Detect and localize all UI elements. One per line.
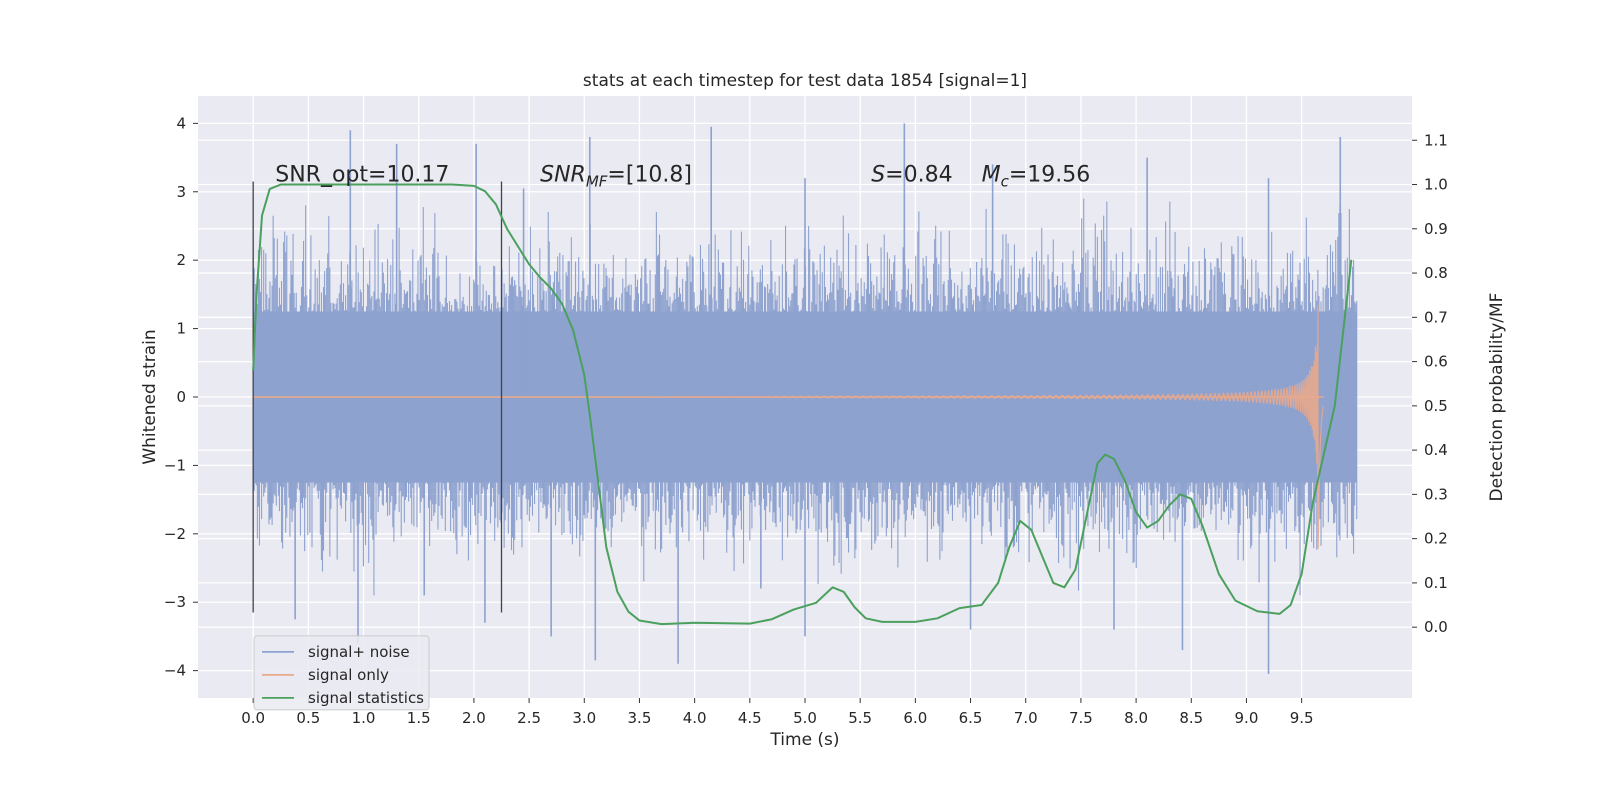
y2-tick-label: 0.9 <box>1424 220 1448 238</box>
vertical-markers <box>252 181 503 613</box>
y-tick-label: 1 <box>176 320 186 338</box>
annotation-s-value: =0.84 <box>885 163 952 188</box>
annotation-snr-mf: SNRMF=[10.8] <box>540 163 692 191</box>
y2-tick-label: 1.1 <box>1424 131 1448 149</box>
x-tick-label: 5.5 <box>848 709 872 727</box>
x-tick-label: 5.0 <box>793 709 817 727</box>
y-tick-label: 3 <box>176 183 186 201</box>
y2-tick-label: 0.0 <box>1424 618 1448 636</box>
y2-tick-label: 0.6 <box>1424 353 1448 371</box>
series-signal-only <box>253 305 1325 549</box>
y-tick-label: −3 <box>164 593 186 611</box>
y-tick-label: 0 <box>176 388 186 406</box>
y2-tick-label: 0.5 <box>1424 397 1448 415</box>
legend-label-signal-only: signal only <box>308 666 389 684</box>
x-tick-label: 0.0 <box>241 709 265 727</box>
annotation-s: S=0.84 <box>871 163 952 188</box>
annotation-snr-mf-subscript: MF <box>586 173 608 191</box>
x-tick-label: 6.0 <box>903 709 927 727</box>
chart-title: stats at each timestep for test data 185… <box>583 71 1027 91</box>
x-tick-label: 0.5 <box>296 709 320 727</box>
y2-tick-label: 0.1 <box>1424 574 1448 592</box>
y2-tick-label: 0.8 <box>1424 264 1448 282</box>
y-tick-label: 2 <box>176 251 186 269</box>
x-tick-label: 6.5 <box>959 709 983 727</box>
x-tick-label: 7.0 <box>1014 709 1038 727</box>
x-tick-label: 4.5 <box>738 709 762 727</box>
x-tick-label: 8.0 <box>1124 709 1148 727</box>
annotation-snr-mf-symbol: SNR <box>540 163 586 188</box>
tick-labels: 0.0 0.5 1.0 1.5 2.0 2.5 3.0 3.5 4.0 4.5 5.0 5.5 6.0 6… <box>164 114 1448 727</box>
series-signal-statistics <box>252 183 1353 626</box>
x-tick-label: 2.0 <box>462 709 486 727</box>
legend: signal+ noise signal only signal statist… <box>253 635 430 711</box>
annotation-s-symbol: S <box>871 163 885 188</box>
y2-tick-label: 0.2 <box>1424 530 1448 548</box>
signal-statistics-line <box>252 183 1353 626</box>
y-tick-label: −4 <box>164 662 186 680</box>
y2-tick-label: 1.0 <box>1424 176 1448 194</box>
annotation-mc-subscript: c <box>1001 173 1010 191</box>
x-tick-label: 7.5 <box>1069 709 1093 727</box>
legend-label-signal-plus-noise: signal+ noise <box>308 643 410 661</box>
x-tick-label: 2.5 <box>517 709 541 727</box>
x-tick-label: 9.5 <box>1290 709 1314 727</box>
y-tick-label: −1 <box>164 456 186 474</box>
x-tick-label: 3.5 <box>628 709 652 727</box>
annotation-mc-value: =19.56 <box>1009 163 1090 188</box>
x-axis-label: Time (s) <box>769 730 839 750</box>
y2-axis-label: Detection probability/MF <box>1487 293 1507 502</box>
x-tick-label: 1.5 <box>407 709 431 727</box>
x-tick-label: 9.0 <box>1235 709 1259 727</box>
x-tick-label: 4.0 <box>683 709 707 727</box>
annotation-snr-mf-value: =[10.8] <box>607 163 692 188</box>
y-tick-label: 4 <box>176 114 186 132</box>
x-tick-label: 1.0 <box>352 709 376 727</box>
annotation-mc: Mc=19.56 <box>982 163 1091 191</box>
y-tick-label: −2 <box>164 525 186 543</box>
y2-tick-label: 0.4 <box>1424 441 1448 459</box>
legend-label-signal-statistics: signal statistics <box>308 689 424 707</box>
y2-tick-label: 0.7 <box>1424 308 1448 326</box>
annotation-mc-symbol: M <box>982 163 1001 188</box>
y2-tick-label: 0.3 <box>1424 485 1448 503</box>
x-tick-label: 8.5 <box>1179 709 1203 727</box>
x-tick-label: 3.0 <box>572 709 596 727</box>
legend-box <box>253 635 430 711</box>
annotation-snr-opt: SNR_opt=10.17 <box>275 163 449 188</box>
y-axis-label: Whitened strain <box>140 329 160 464</box>
